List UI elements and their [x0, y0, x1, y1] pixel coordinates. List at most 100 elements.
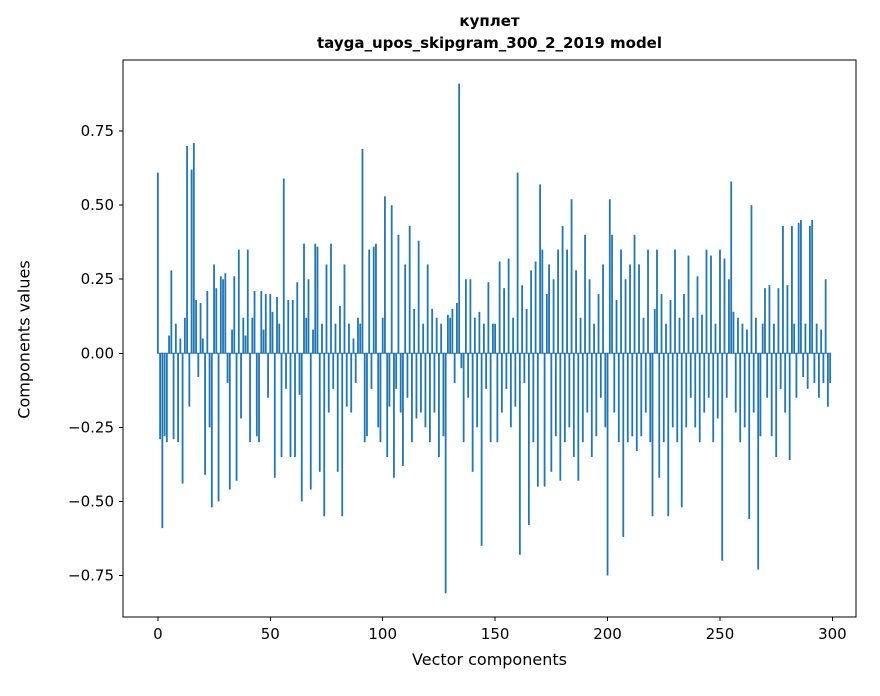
bar: [224, 273, 227, 354]
bar: [244, 335, 247, 354]
bar: [336, 353, 339, 472]
bar: [678, 317, 681, 354]
bar: [505, 353, 508, 389]
bar: [584, 234, 586, 354]
bar: [395, 353, 398, 389]
bar: [307, 279, 310, 354]
bar: [732, 311, 735, 354]
bar: [485, 353, 488, 389]
bar: [795, 353, 798, 398]
bar: [264, 294, 267, 354]
bar: [674, 249, 676, 354]
bar: [773, 323, 775, 354]
bar: [165, 353, 168, 443]
bar: [730, 181, 733, 354]
bar: [566, 249, 568, 354]
bar: [186, 145, 188, 354]
bar: [530, 270, 532, 354]
bar: [348, 323, 350, 354]
bar: [453, 353, 456, 383]
bar: [350, 353, 353, 413]
bar: [559, 353, 562, 481]
bar: [703, 353, 706, 413]
bar: [496, 353, 499, 443]
bar: [518, 353, 521, 555]
bar: [719, 249, 721, 354]
bar: [665, 323, 667, 354]
bar: [669, 299, 672, 354]
bar: [739, 353, 742, 443]
bar: [159, 353, 161, 440]
bar: [469, 279, 472, 354]
bar: [476, 353, 479, 428]
bar: [500, 353, 503, 413]
bar: [321, 323, 323, 354]
bar: [447, 314, 449, 354]
bar: [626, 353, 629, 443]
bar: [181, 353, 184, 484]
bar: [581, 353, 584, 443]
x-tick-label: 0: [153, 625, 163, 643]
bar: [514, 353, 517, 407]
bar: [377, 353, 380, 428]
bar: [516, 172, 519, 354]
bar: [402, 353, 404, 466]
bar: [316, 246, 319, 354]
bar: [381, 317, 384, 354]
bar: [451, 308, 454, 354]
bar: [390, 205, 393, 354]
bar: [487, 282, 490, 354]
bar: [527, 353, 530, 526]
chart-subtitle: tayga_upos_skipgram_300_2_2019 model: [317, 34, 662, 52]
bar: [233, 276, 236, 354]
bar: [728, 279, 730, 354]
bar: [755, 317, 757, 354]
bar: [764, 288, 766, 354]
bar: [597, 294, 600, 354]
bar: [701, 314, 703, 354]
bar: [554, 353, 557, 437]
bar: [813, 353, 816, 383]
bar: [269, 294, 272, 354]
bar: [829, 353, 832, 383]
bar: [458, 83, 461, 354]
bar: [651, 353, 654, 517]
y-tick-label: −0.25: [68, 418, 114, 436]
bar: [793, 323, 796, 354]
bar: [253, 291, 256, 354]
bar: [462, 353, 465, 443]
bar: [237, 249, 240, 354]
bar: [163, 353, 166, 437]
bar: [723, 258, 726, 354]
bar: [734, 353, 737, 413]
bar: [388, 353, 391, 407]
bar: [226, 353, 229, 383]
bar: [318, 353, 321, 472]
bar: [521, 285, 523, 354]
bar: [599, 353, 602, 398]
bar: [802, 353, 805, 378]
bar: [228, 353, 231, 490]
bar: [759, 353, 762, 437]
bar: [354, 353, 357, 383]
y-axis-label: Components values: [14, 260, 34, 419]
bar: [300, 353, 303, 502]
bar: [563, 353, 566, 443]
bar: [285, 353, 287, 389]
bar: [249, 353, 251, 443]
x-tick-label: 150: [481, 625, 510, 643]
bar: [384, 196, 386, 354]
bar: [606, 353, 609, 576]
bar: [332, 353, 335, 389]
bar: [572, 353, 575, 458]
chart-title: куплет: [459, 12, 520, 30]
bar: [741, 323, 744, 354]
bar: [440, 323, 443, 354]
y-tick-label: −0.50: [68, 492, 114, 510]
bar: [260, 291, 263, 354]
y-tick-label: 0.75: [81, 122, 114, 140]
bar: [523, 353, 526, 383]
bar: [714, 323, 717, 354]
bar: [442, 353, 445, 437]
bar: [671, 353, 674, 428]
